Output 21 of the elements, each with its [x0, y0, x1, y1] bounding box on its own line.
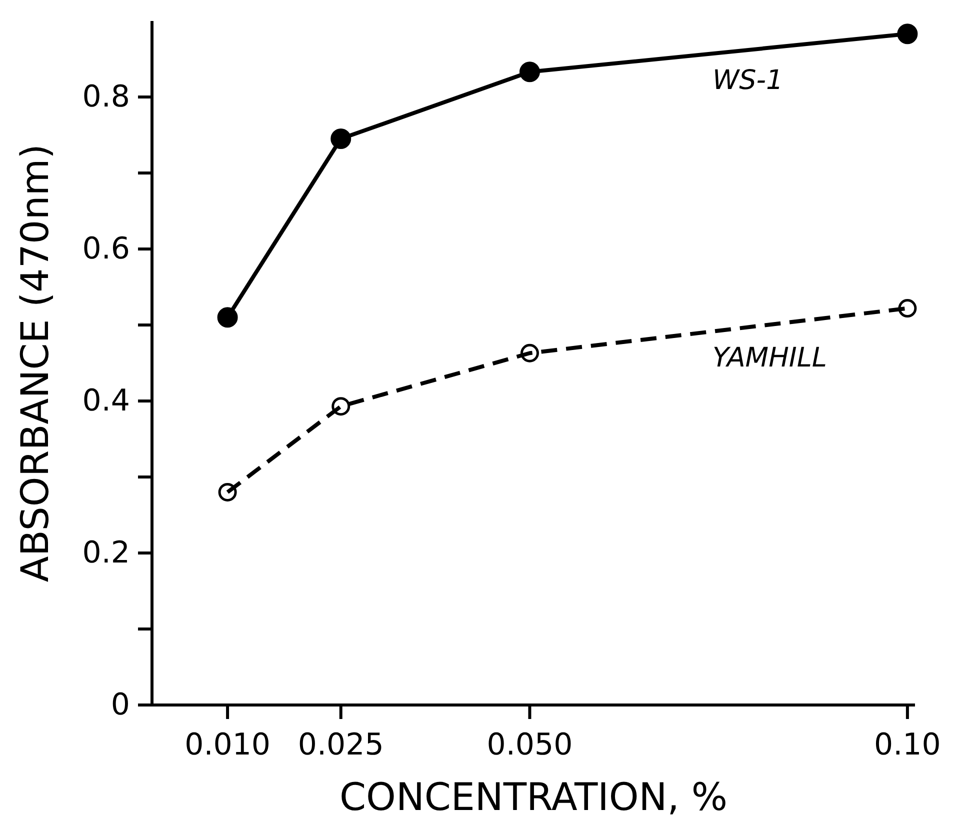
point	[330, 128, 352, 150]
x-tick-label: 0.010	[184, 727, 270, 762]
y-tick-label: 0.8	[82, 80, 130, 115]
x-tick-label: 0.025	[298, 727, 384, 762]
point	[217, 307, 238, 328]
point	[520, 344, 539, 362]
x-axis-title: CONCENTRATION, %	[340, 775, 728, 819]
y-tick-label: 0.2	[82, 536, 130, 571]
x-tick-label: 0.050	[486, 727, 573, 762]
point	[898, 299, 917, 318]
x-tick-label: 0.10	[874, 727, 941, 762]
point	[332, 397, 350, 416]
series-label: YAMHILL	[712, 342, 827, 374]
series-label: WS-1	[712, 64, 784, 96]
y-tick-label: 0	[110, 688, 130, 723]
y-tick-label: 0.6	[82, 232, 130, 267]
point	[897, 24, 918, 44]
y-axis-title: ABSORBANCE (470nm)	[13, 144, 57, 582]
point	[218, 482, 237, 502]
y-tick-label: 0.4	[82, 384, 130, 419]
point	[519, 62, 540, 82]
